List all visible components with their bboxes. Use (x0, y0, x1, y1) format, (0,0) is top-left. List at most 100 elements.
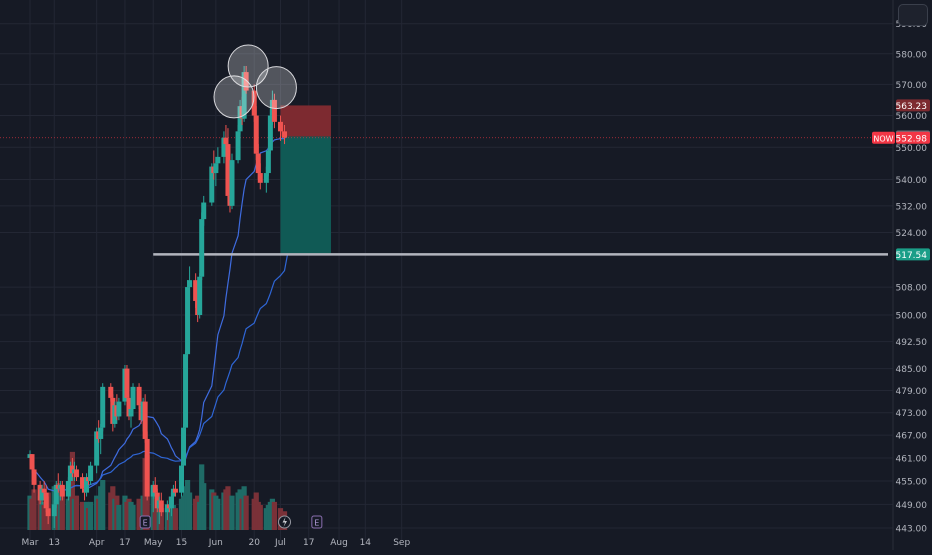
candle-body (116, 401, 122, 417)
candle-body (136, 386, 142, 406)
candle (98, 423, 104, 455)
pattern-peak-circle (255, 66, 297, 110)
candle (170, 484, 176, 505)
candle-body (243, 72, 249, 91)
price-tick-label: 455.00 (896, 477, 928, 487)
candle-body (221, 137, 227, 157)
candle-body (277, 121, 283, 132)
event-box (311, 515, 323, 529)
price-label-box (896, 131, 930, 144)
candles (27, 65, 288, 529)
volume-bar (229, 495, 235, 530)
candle-body (51, 504, 57, 517)
candle (158, 492, 164, 517)
volume-bar (59, 486, 65, 530)
candle (257, 163, 263, 190)
candle (172, 480, 178, 497)
candle-body (187, 280, 193, 288)
candle-body (168, 496, 174, 509)
date-tick-label: 17 (119, 538, 130, 548)
candle-body (181, 427, 187, 466)
now-tag-text: NOW (873, 134, 893, 143)
chart-settings-button[interactable] (898, 4, 928, 26)
price-tick-label: 461.00 (896, 454, 928, 464)
candle-body (43, 492, 49, 509)
candle-body (185, 287, 191, 355)
price-tick-label: 449.00 (896, 501, 928, 511)
price-tick-label: 443.00 (896, 525, 928, 535)
candle (88, 461, 94, 485)
price-tick-label: 479.00 (896, 387, 928, 397)
volume-bar (31, 489, 37, 530)
support-line-group (0, 137, 893, 256)
candle-body (209, 166, 215, 203)
volume-bar (100, 480, 106, 530)
candle (144, 431, 150, 501)
volume-bar (172, 508, 179, 530)
candle-body (237, 106, 243, 132)
volume-bar (158, 508, 164, 530)
price-tick-label: 580.00 (896, 50, 928, 60)
candle-body (80, 477, 86, 489)
candle-body (241, 72, 247, 119)
candle-body (223, 137, 229, 145)
candle-body (253, 115, 259, 154)
candle-body (152, 484, 158, 493)
price-tick-label: 532.00 (896, 202, 928, 212)
price-tick-label: 540.00 (896, 176, 928, 186)
candle (201, 195, 207, 226)
candle (73, 465, 79, 481)
candle-body (197, 276, 203, 316)
price-tick-label: 508.00 (896, 284, 928, 294)
volume-bar (243, 495, 249, 530)
candle (181, 423, 187, 470)
candle (187, 266, 193, 301)
candle-body (108, 386, 114, 398)
candle-body (255, 153, 261, 174)
candle (164, 500, 170, 521)
earnings-event-marker: E (139, 515, 151, 529)
candle (223, 125, 229, 148)
volume-bar (69, 451, 76, 530)
candle-body (235, 131, 241, 161)
candle-body (73, 469, 79, 478)
moving-averages (29, 138, 289, 492)
candle-body (257, 173, 263, 183)
date-tick-label: May (144, 538, 163, 548)
candle (179, 461, 184, 497)
volume-bar (201, 483, 207, 530)
volume-bar (73, 495, 80, 530)
stop-loss-zone (280, 105, 331, 137)
grid-lines (0, 0, 893, 540)
price-label-target: 517.54 (896, 248, 930, 261)
volume-bar (116, 505, 122, 530)
candle (253, 106, 259, 161)
candle-body (271, 99, 277, 122)
candle-body (31, 469, 37, 485)
candle (265, 147, 271, 177)
candle (168, 492, 174, 517)
volume-bar (88, 501, 94, 530)
candle (142, 394, 148, 443)
candle-body (267, 115, 273, 151)
candle-body (229, 160, 235, 206)
candle (65, 477, 71, 501)
candle-body (144, 438, 150, 497)
candle-body (65, 480, 71, 497)
candle-body (98, 427, 104, 439)
candle-body (251, 90, 257, 116)
candle-body (100, 386, 106, 428)
candle-body (41, 488, 47, 493)
candle-body (67, 465, 73, 481)
candle-body (282, 131, 288, 138)
candle-body (225, 144, 231, 196)
candle-body (59, 484, 65, 497)
candle (45, 496, 51, 525)
candle (199, 212, 205, 281)
candle (43, 484, 49, 513)
price-tick-label: 524.00 (896, 229, 928, 239)
pattern-circles (213, 44, 297, 119)
candle-body (94, 431, 100, 466)
